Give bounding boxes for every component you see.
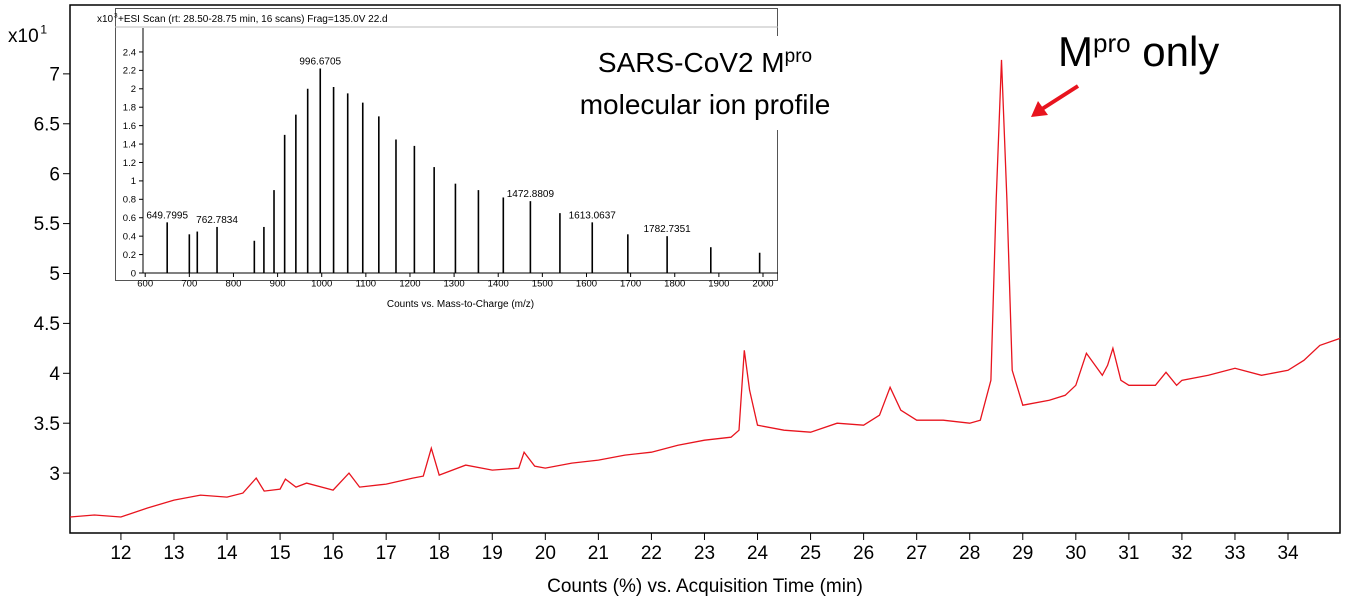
peak-label: 762.7834 xyxy=(196,215,238,226)
peak-annotation: Mpro only xyxy=(1058,28,1219,75)
y-multiplier: x10 xyxy=(8,26,39,47)
x-tick-label: 2000 xyxy=(752,279,773,290)
plot-frame xyxy=(69,4,1341,534)
peak-label: 649.7995 xyxy=(146,210,188,221)
x-tick-label: 27 xyxy=(906,543,927,564)
x-tick-label: 25 xyxy=(800,543,821,564)
x-tick-label: 14 xyxy=(216,543,238,564)
x-tick-label: 15 xyxy=(270,543,291,564)
caption-background xyxy=(532,36,880,130)
y-tick-label: 1 xyxy=(131,176,136,187)
x-tick-label: 18 xyxy=(429,543,450,564)
y-tick-label: 0 xyxy=(131,268,136,279)
arrow-shaft xyxy=(1040,84,1080,111)
x-axis-label: Counts (%) vs. Acquisition Time (min) xyxy=(547,576,863,597)
y-tick-label: 4 xyxy=(49,364,60,385)
peak-label: 1613.0637 xyxy=(569,210,617,221)
x-tick-label: 20 xyxy=(535,543,556,564)
caption-line-1: SARS-CoV2 Mpro xyxy=(598,46,812,78)
x-tick-label: 1500 xyxy=(532,279,553,290)
x-tick-label: 1200 xyxy=(399,279,420,290)
x-tick-label: 1700 xyxy=(620,279,641,290)
x-tick-label: 32 xyxy=(1171,543,1192,564)
peak-annotation-tail: only xyxy=(1131,28,1220,75)
y-tick-label: 5.5 xyxy=(34,214,60,235)
main-chart: 12 13 14 15 16 17 18 19 20 21 22 23 24 25 26 27 28 29 30 31… xyxy=(8,4,1341,597)
x-tick-label: 21 xyxy=(588,543,609,564)
x-tick-label: 34 xyxy=(1277,543,1299,564)
arrow-head xyxy=(1031,101,1048,117)
x-tick-label: 12 xyxy=(110,543,131,564)
x-tick-label: 28 xyxy=(959,543,980,564)
x-tick-label: 1600 xyxy=(576,279,597,290)
y-tick-label: 2 xyxy=(131,84,136,95)
chromatogram-line xyxy=(69,59,1341,518)
y-tick-label: 1.2 xyxy=(123,158,136,169)
x-tick-label: 31 xyxy=(1118,543,1139,564)
x-tick-label: 1900 xyxy=(708,279,729,290)
x-tick-label: 19 xyxy=(482,543,503,564)
y-multiplier: x10 xyxy=(97,14,114,25)
x-axis-label: Counts vs. Mass-to-Charge (m/z) xyxy=(387,299,534,310)
x-tick-label: 700 xyxy=(181,279,197,290)
x-tick-label: 1400 xyxy=(488,279,509,290)
peak-label: 996.6705 xyxy=(299,57,341,68)
caption-text: SARS-CoV2 M xyxy=(598,47,785,78)
inset-title: +ESI Scan (rt: 28.50-28.75 min, 16 scans… xyxy=(118,14,388,25)
x-tick-label: 800 xyxy=(226,279,242,290)
y-tick-label: 1.4 xyxy=(123,139,136,150)
y-tick-label: 3.5 xyxy=(34,414,60,435)
peak-annotation-text: M xyxy=(1058,28,1093,75)
x-tick-label: 1000 xyxy=(311,279,332,290)
x-tick-label: 26 xyxy=(853,543,874,564)
y-tick-label: 6.5 xyxy=(34,114,60,135)
y-tick-label: 0.6 xyxy=(123,213,136,224)
y-exponent: 3 xyxy=(114,13,118,20)
y-tick-label: 0.2 xyxy=(123,250,136,261)
peak-label: 1472.8809 xyxy=(507,189,555,200)
y-tick-label: 0.8 xyxy=(123,195,136,206)
x-tick-label: 900 xyxy=(270,279,286,290)
x-tick-label: 1300 xyxy=(444,279,465,290)
y-tick-label: 1.6 xyxy=(123,121,136,132)
x-tick-label: 16 xyxy=(323,543,344,564)
x-tick-label: 24 xyxy=(747,543,769,564)
caption-line-2: molecular ion profile xyxy=(580,89,831,120)
x-tick-label: 13 xyxy=(163,543,184,564)
x-tick-label: 30 xyxy=(1065,543,1086,564)
inset-frame xyxy=(115,8,778,281)
y-tick-label: 6 xyxy=(49,164,60,185)
y-tick-label: 1.8 xyxy=(123,103,136,114)
caption-superscript: pro xyxy=(785,46,812,67)
peak-annotation-superscript: pro xyxy=(1093,28,1131,58)
y-tick-label: 2.2 xyxy=(123,66,136,77)
x-tick-label: 1800 xyxy=(664,279,685,290)
x-tick-label: 23 xyxy=(694,543,715,564)
x-tick-label: 17 xyxy=(376,543,397,564)
x-tick-label: 1100 xyxy=(356,279,376,290)
x-tick-label: 29 xyxy=(1012,543,1033,564)
y-tick-label: 3 xyxy=(49,464,60,485)
x-tick-label: 33 xyxy=(1224,543,1245,564)
x-tick-label: 600 xyxy=(137,279,153,290)
y-exponent: 1 xyxy=(40,22,47,36)
y-tick-label: 5 xyxy=(49,264,60,285)
y-tick-label: 2.4 xyxy=(123,47,136,58)
peak-label: 1782.7351 xyxy=(643,224,691,235)
y-tick-label: 0.4 xyxy=(123,231,136,242)
y-tick-label: 4.5 xyxy=(34,314,60,335)
y-tick-label: 7 xyxy=(49,65,60,86)
x-tick-label: 22 xyxy=(641,543,662,564)
